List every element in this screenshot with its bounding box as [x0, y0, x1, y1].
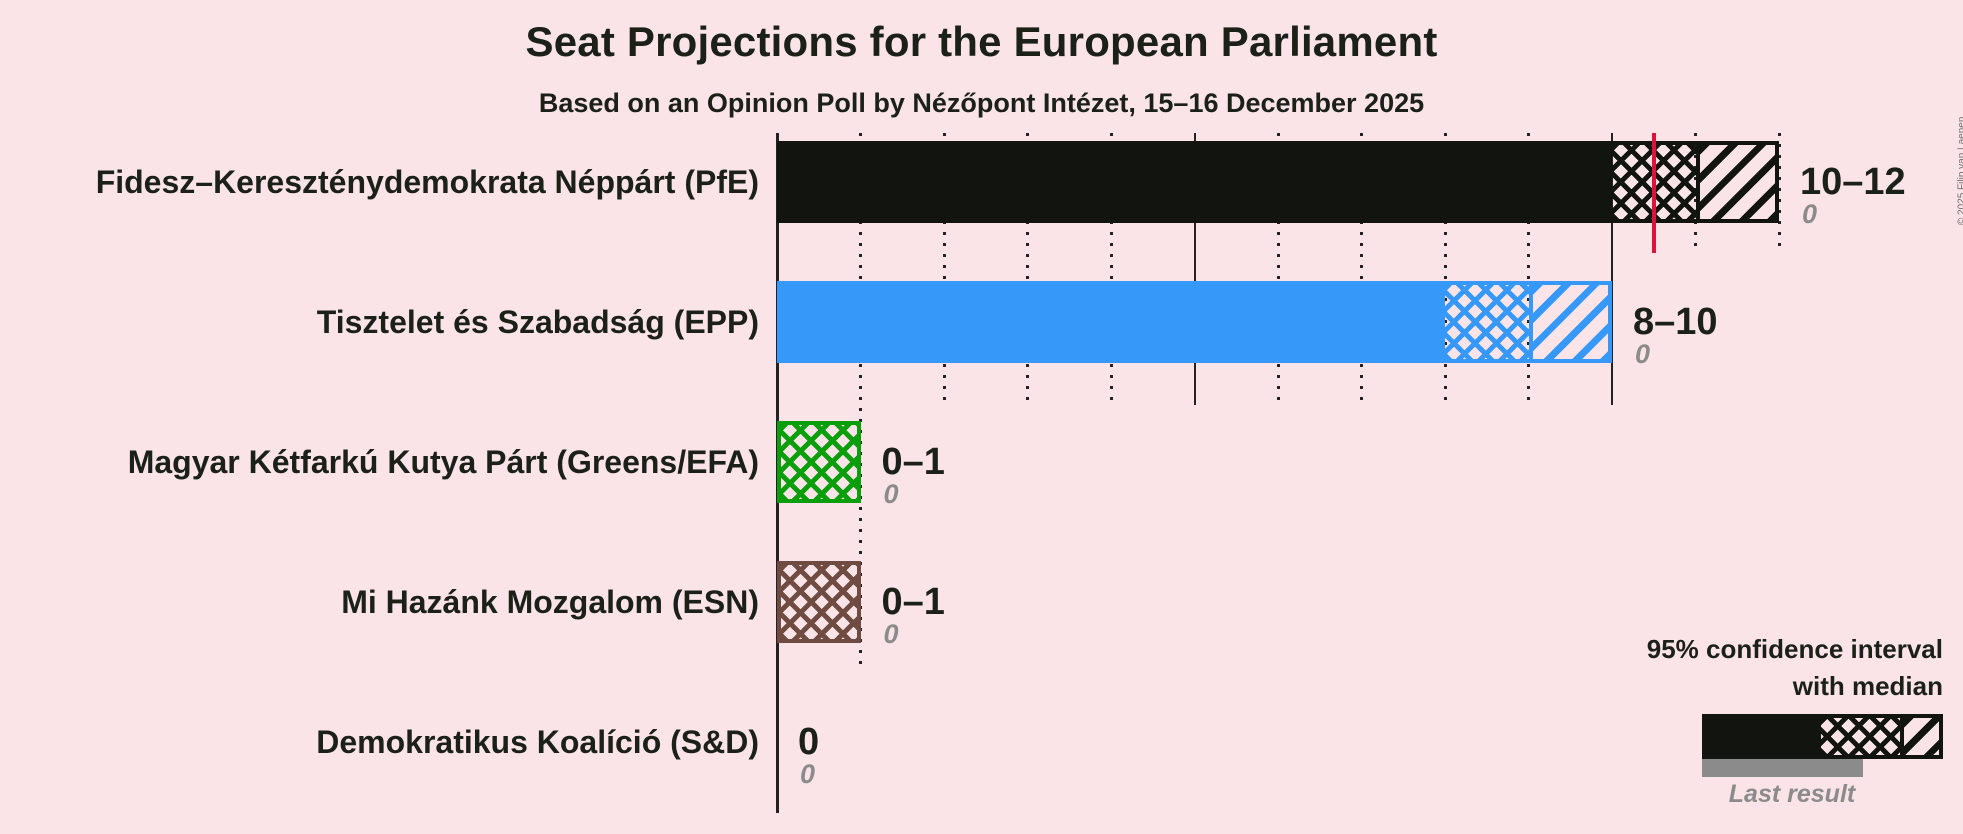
- value-range-label: 10–12: [1800, 160, 1906, 203]
- bar-solid-segment: [777, 141, 1612, 223]
- party-label: Mi Hazánk Mozgalom (ESN): [341, 583, 759, 620]
- bar-ci-hatched-region: [777, 421, 861, 503]
- gridline-seat-1: [859, 133, 862, 672]
- gridline-seat-12: [1777, 133, 1781, 253]
- gridline-seat-3: [1026, 133, 1029, 405]
- value-range-label: 8–10: [1633, 300, 1718, 343]
- gridline-seat-5: [1193, 133, 1196, 405]
- bar-diagonal-segment: [1695, 145, 1775, 219]
- gridline-seat-8: [1443, 133, 1447, 405]
- legend-ci-line1: 95% confidence interval: [1646, 634, 1943, 664]
- legend-ci-sample-bar: [1702, 714, 1943, 759]
- gridline-seat-7: [1360, 133, 1363, 405]
- last-result-label: 0: [883, 619, 899, 649]
- gridline-seat-4: [1109, 133, 1113, 405]
- last-result-label: 0: [1635, 339, 1651, 369]
- value-range-label: 0: [798, 720, 820, 763]
- gridline-seat-6: [1276, 133, 1280, 405]
- legend-diagonal-segment: [1900, 718, 1939, 755]
- bar-crosshatch-segment: [781, 425, 857, 499]
- bar-ci-hatched-region: [1445, 281, 1612, 363]
- bar-crosshatch-segment: [781, 565, 857, 639]
- bar-crosshatch-segment: [1445, 285, 1529, 359]
- party-label: Demokratikus Koalíció (S&D): [316, 723, 759, 760]
- last-result-label: 0: [883, 479, 899, 509]
- legend-last-result-bar: [1702, 759, 1863, 777]
- value-range-label: 0–1: [881, 440, 945, 483]
- majority-line: [1651, 133, 1656, 253]
- party-label: Fidesz–Kereszténydemokrata Néppárt (PfE): [95, 163, 759, 200]
- party-label: Magyar Kétfarkú Kutya Párt (Greens/EFA): [127, 443, 759, 480]
- bar-ci-hatched-region: [777, 561, 861, 643]
- last-result-label: 0: [1802, 199, 1818, 229]
- chart-subtitle: Based on an Opinion Poll by Nézőpont Int…: [538, 88, 1425, 118]
- gridline-seat-2: [942, 133, 946, 405]
- gridline-seat-9: [1527, 133, 1530, 405]
- legend-crosshatch-segment: [1821, 718, 1900, 755]
- gridline-seat-10: [1611, 133, 1613, 405]
- legend-ci-line2: with median: [1792, 671, 1943, 701]
- legend-ci-label: 95% confidence interval with median: [1647, 631, 1943, 705]
- bar-diagonal-segment: [1528, 285, 1608, 359]
- chart-title: Seat Projections for the European Parlia…: [525, 18, 1438, 65]
- value-range-label: 0–1: [881, 580, 945, 623]
- party-label: Tisztelet és Szabadság (EPP): [316, 303, 759, 340]
- bar-solid-segment: [777, 281, 1445, 363]
- legend-last-result-label: Last result: [1728, 780, 1856, 808]
- bar-ci-hatched-region: [1612, 141, 1779, 223]
- legend-solid-segment: [1706, 718, 1821, 755]
- last-result-label: 0: [800, 759, 816, 789]
